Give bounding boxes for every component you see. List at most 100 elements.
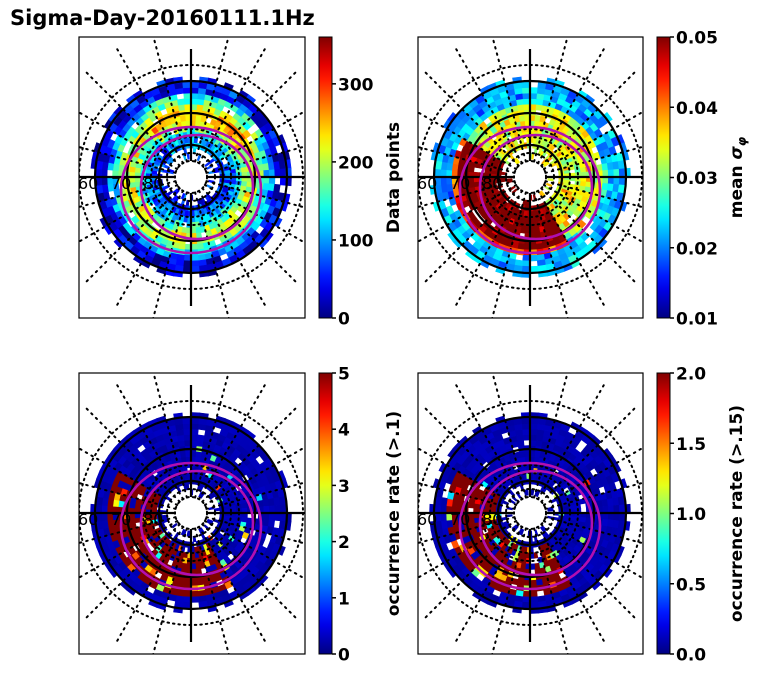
panel-bottom-left: 60 70 80 0 1 2 3 4 5 occurrence rate (>.1) [78,365,404,666]
grid-meridian-dotted [537,189,606,308]
heatmap-cell [171,522,178,529]
grid-meridian-dotted [203,446,305,506]
heatmap-cell [521,417,531,425]
colorbar-tick-label: 0.04 [676,99,718,119]
grid-meridian-dotted [533,527,569,654]
grid-meridian-dotted [152,373,188,499]
grid-meridian-dotted [533,37,569,163]
heatmap-cell [279,176,287,186]
colorbar-label: occurrence rate (>.15) [727,405,747,622]
axes-frame [417,372,644,655]
latitude-label: 70 [450,174,470,193]
grid-meridian-dotted [194,191,230,318]
heatmap-cell [101,504,108,514]
heatmap-cell [618,512,626,522]
heatmap-cell [617,496,625,506]
grid-meridian-dotted [454,46,523,165]
grid-meridian-dotted [83,523,181,621]
polar-axes: 60 70 80 [417,37,643,318]
grid-meridian-dotted [491,37,527,163]
grid-meridian-dotted [194,37,230,163]
colorbar-tick-label: 2.0 [676,365,706,385]
heatmap-cell [186,530,190,537]
colorbar-gradient [318,36,333,319]
heatmap-cell [279,512,287,522]
heatmap-cell [190,81,200,89]
heatmap-cell [537,82,547,90]
grid-meridian-dotted [542,446,643,506]
grid-meridian-dotted [537,46,606,165]
panel-top-right: 60 70 80 0.01 0.02 0.03 0.04 0.05 mean σφ [417,29,749,330]
heatmap-cell [518,450,526,458]
latitude-label: 60 [417,174,437,193]
heatmap-cell [521,596,531,603]
grid-meridian-dotted [203,184,305,244]
heatmap-cell [529,417,539,425]
heatmap-cell [101,176,108,186]
heatmap-cell [521,81,531,89]
grid-meridian-dotted [198,382,267,501]
grid-meridian-dotted [544,180,643,209]
heatmap-cell [240,502,248,509]
colorbar-label-symbol: σ [727,145,747,159]
polar-axes: 60 70 80 [418,373,643,654]
heatmap-cell [613,176,620,186]
heatmap-cell [547,178,554,182]
heatmap-cell [613,504,620,514]
grid-meridian-dotted [418,447,518,506]
grid-meridian-dotted [205,145,305,174]
grid-meridian-dotted [79,520,179,579]
colorbar-tick-label: 1 [338,589,350,609]
panel-bottom-right: 60 70 80 0.0 0.5 1.0 1.5 2.0 occurrence rate (>.… [417,365,747,666]
grid-meridian-dotted [537,382,606,501]
heatmap-cell [613,168,620,178]
heatmap-cell [506,514,513,518]
heatmap-cell [435,160,443,170]
colorbar-tick-label: 4 [338,421,350,441]
grid-meridian-dotted [201,187,299,285]
heatmap-cell [96,496,104,506]
latitude-label: 80 [482,174,502,193]
heatmap-cell [177,98,185,106]
colorbar-tick-label: 0 [338,646,350,666]
grid-meridian-dotted [418,520,518,579]
heatmap-cell [190,423,200,430]
heatmap-cell [529,423,539,430]
grid-meridian-dotted [491,527,527,654]
grid-meridian-dotted [203,110,305,170]
heatmap-cell [182,596,192,603]
heatmap-cell [274,168,281,178]
heatmap-cell [618,168,626,178]
grid-meridian-dotted [540,523,638,621]
grid-meridian-dotted [198,189,267,308]
heatmap-cell [197,434,205,442]
colorbar-label: Data points [384,122,404,233]
grid-meridian-dotted [542,110,643,170]
heatmap-cell [190,417,200,425]
heatmap-cell [274,512,281,522]
grid-meridian-dotted [79,481,177,510]
grid-meridian-dotted [115,382,184,501]
colorbar-tick-label: 0.01 [676,310,718,330]
grid-meridian-dotted [205,180,305,209]
grid-meridian-dotted [491,191,527,318]
latitude-label: 70 [111,174,131,193]
colorbar-tick-label: 0.02 [676,239,718,259]
oval-boundary-inner [478,133,594,241]
colorbar-gradient [656,372,671,655]
grid-meridian-dotted [418,111,518,170]
grid-meridian-dotted [454,189,523,308]
grid-meridian-dotted [540,405,638,503]
heatmap-cell [521,260,531,267]
grid-meridian-dotted [205,481,305,510]
heatmap-cell [182,423,192,430]
latitude-label: 60 [78,510,98,529]
heatmap-cell [101,168,108,178]
latitude-label: 80 [143,174,163,193]
grid-meridian-dotted [540,69,638,167]
heatmap-cell [195,562,202,570]
heatmap-cell [617,160,625,170]
grid-meridian-dotted [542,184,643,244]
heatmap-cell [471,590,483,601]
